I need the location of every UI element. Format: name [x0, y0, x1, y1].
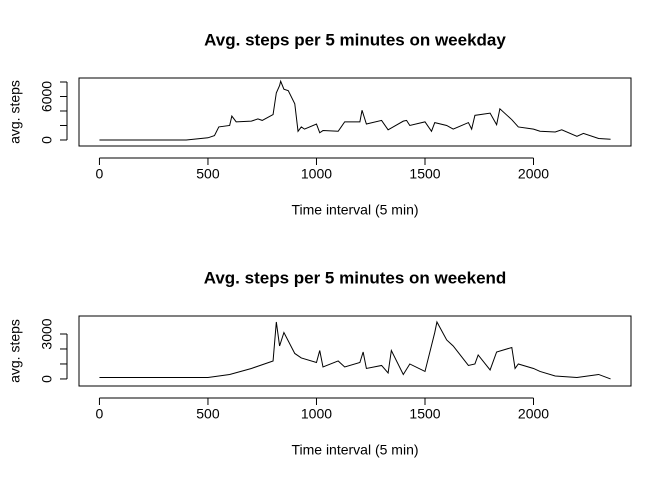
y-axis-label: avg. steps — [7, 80, 23, 144]
x-tick-label: 2000 — [518, 406, 549, 422]
data-line — [99, 79, 611, 141]
plot-box — [78, 315, 632, 387]
y-tick-label: 6000 — [39, 81, 55, 112]
x-tick-label: 1000 — [301, 166, 332, 182]
plot-box — [78, 77, 632, 147]
data-line — [99, 320, 611, 380]
y-tick-label: 0 — [39, 375, 55, 383]
chart-title: Avg. steps per 5 minutes on weekend — [204, 268, 507, 287]
x-tick-label: 1500 — [409, 166, 440, 182]
x-tick-label: 500 — [196, 166, 220, 182]
x-tick-label: 1500 — [409, 406, 440, 422]
x-tick-label: 1000 — [301, 406, 332, 422]
y-tick-label: 0 — [39, 136, 55, 144]
x-axis-label: Time interval (5 min) — [291, 442, 418, 458]
x-axis-label: Time interval (5 min) — [291, 202, 418, 218]
x-tick-label: 0 — [96, 406, 104, 422]
chart-title: Avg. steps per 5 minutes on weekday — [204, 30, 506, 49]
x-tick-label: 500 — [196, 406, 220, 422]
y-axis-label: avg. steps — [7, 319, 23, 383]
y-tick-label: 3000 — [39, 318, 55, 349]
x-tick-label: 2000 — [518, 166, 549, 182]
x-tick-label: 0 — [96, 166, 104, 182]
